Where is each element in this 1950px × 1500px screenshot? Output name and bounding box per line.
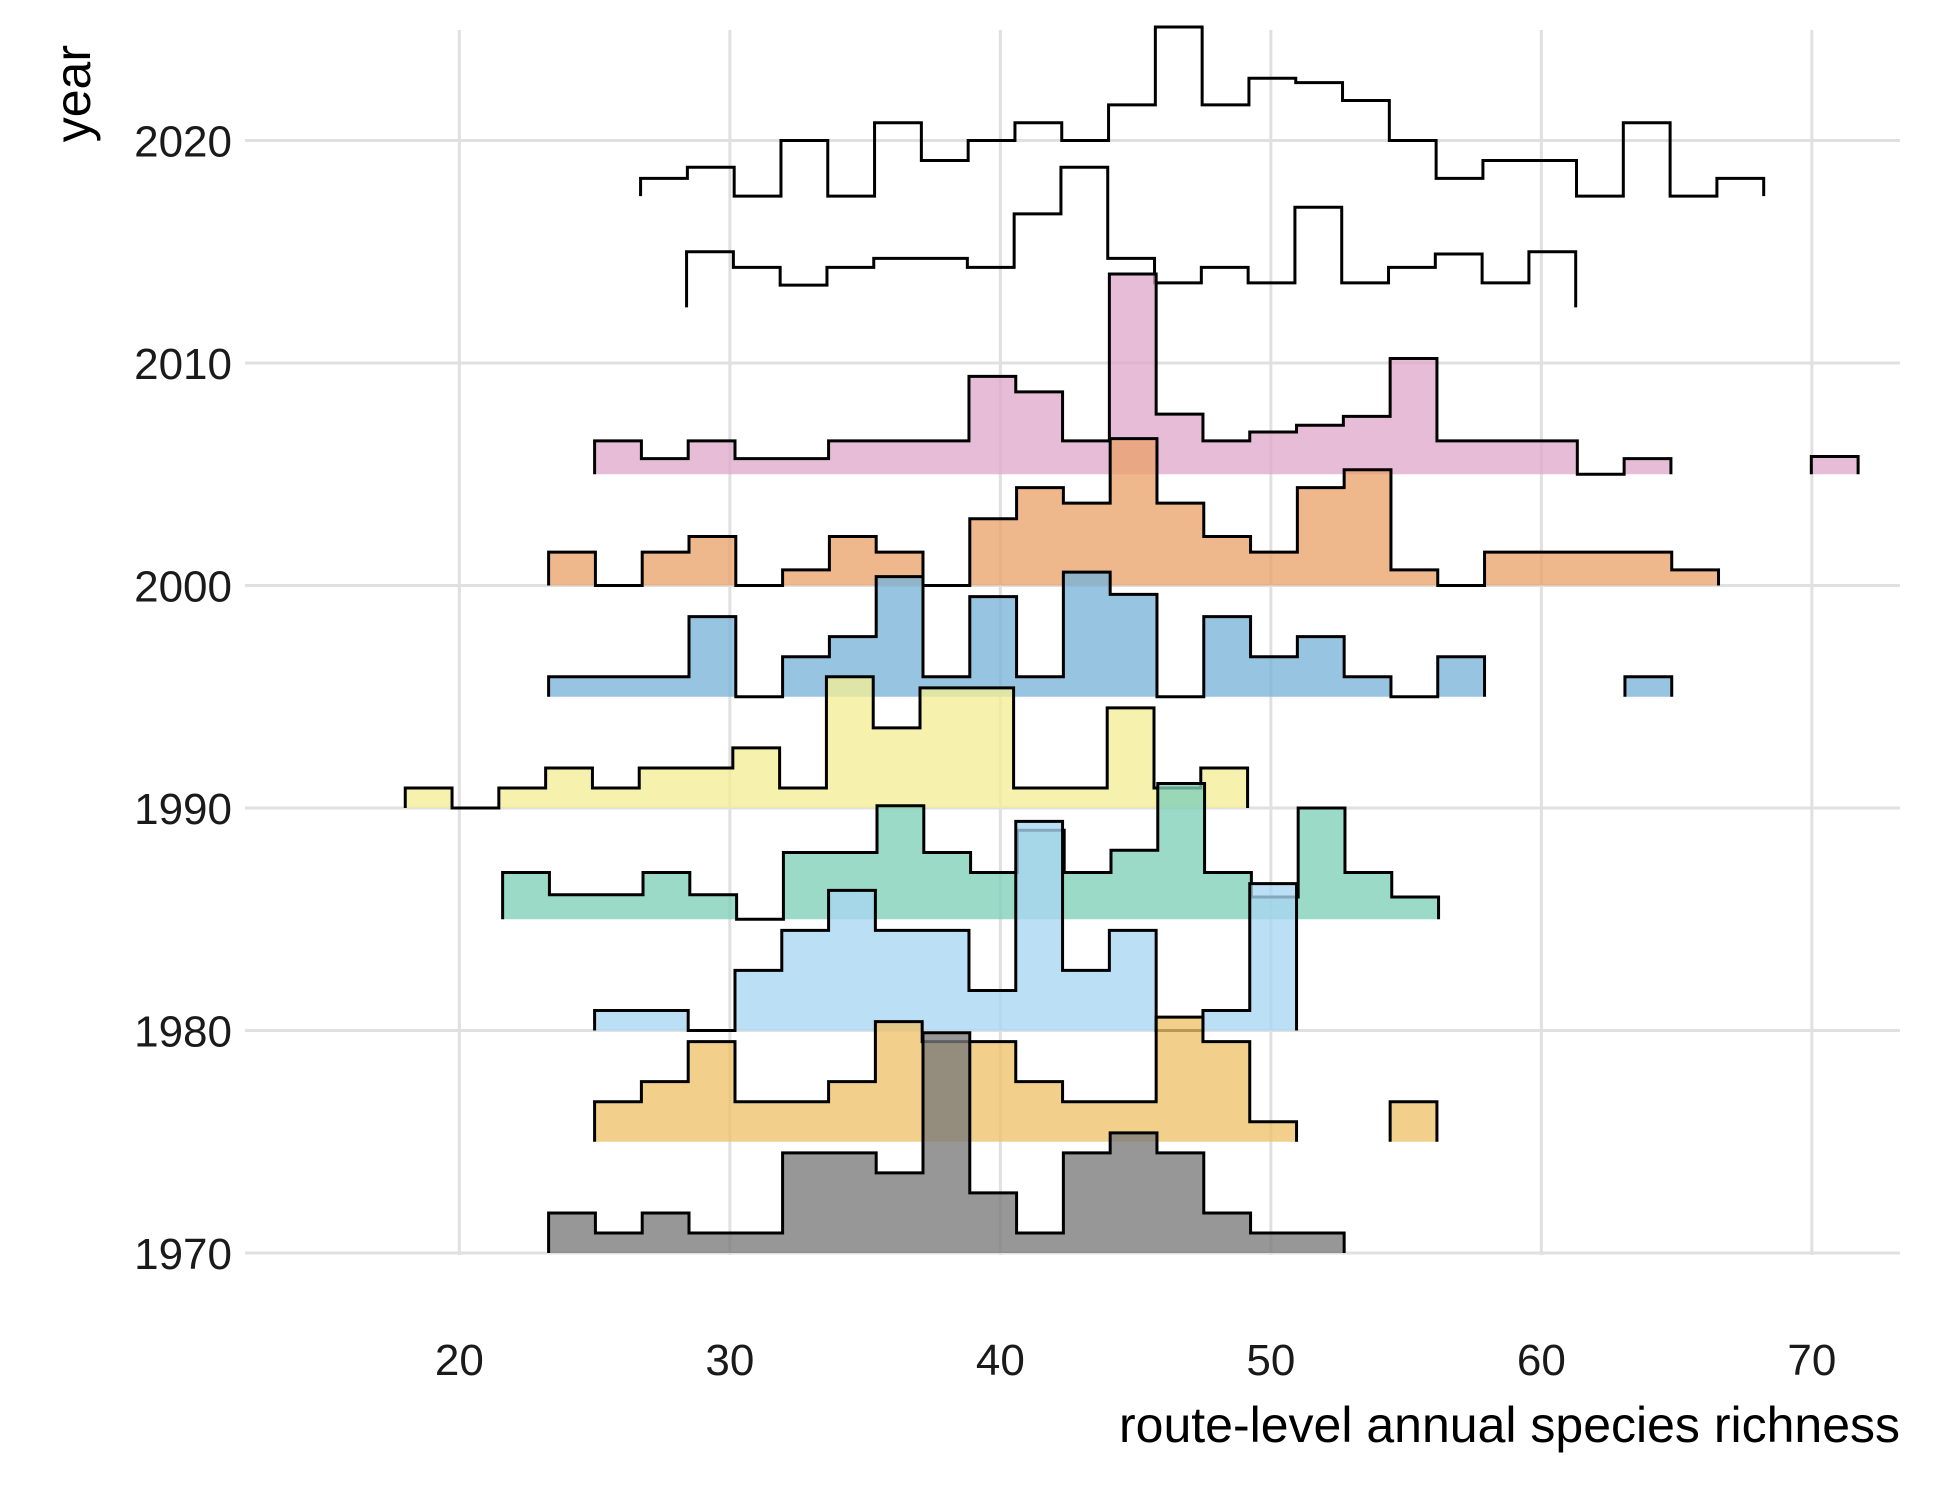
- x-axis-title: route-level annual species richness: [1119, 1397, 1900, 1453]
- x-tick-label: 50: [1246, 1336, 1295, 1385]
- ridge-1995: [547, 570, 1674, 699]
- x-tick-label: 70: [1787, 1336, 1836, 1385]
- ridge-fill: [1811, 456, 1859, 475]
- ridge-1970: [547, 1031, 1346, 1253]
- x-tick-label: 60: [1517, 1336, 1566, 1385]
- y-tick-label: 2000: [134, 563, 232, 612]
- x-tick-label: 20: [435, 1336, 484, 1385]
- ridge-fill: [594, 821, 1297, 1031]
- y-tick-label: 1990: [134, 785, 232, 834]
- ridge-1990: [403, 675, 1250, 810]
- y-axis-title: year: [45, 45, 101, 142]
- ridge-2017-5: [639, 25, 1766, 198]
- x-tick-label: 30: [705, 1336, 754, 1385]
- ridge-outline: [547, 437, 1721, 587]
- ridge-fill: [548, 1032, 1345, 1253]
- y-tick-label: 2020: [134, 118, 232, 167]
- y-tick-label: 1980: [134, 1008, 232, 1057]
- ridge-outline: [547, 570, 1487, 699]
- ridge-outline: [639, 25, 1766, 198]
- ridge-outline: [685, 165, 1578, 308]
- ridge-fill: [548, 438, 1719, 586]
- y-tick-labels: 1970 1980 1990 2000 2010 2020: [134, 118, 232, 1280]
- x-tick-labels: 20 30 40 50 60 70: [435, 1336, 1836, 1385]
- ridge-outline: [501, 782, 1441, 921]
- ridge-outline: [593, 272, 1673, 476]
- ridge-outline: [1809, 454, 1860, 475]
- ridge-2000: [547, 437, 1721, 587]
- ridge-outline: [1623, 675, 1674, 697]
- ridge-1975: [593, 1015, 1439, 1142]
- ridge-2005: [593, 272, 1860, 476]
- ridge-2012-5: [685, 165, 1578, 308]
- ridge-fill: [594, 274, 1671, 475]
- ridge-1985: [501, 782, 1441, 921]
- y-tick-label: 2010: [134, 340, 232, 389]
- x-tick-label: 40: [976, 1336, 1025, 1385]
- ridge-fill: [1624, 676, 1672, 697]
- ridge-outline: [547, 1031, 1346, 1253]
- y-tick-label: 1970: [134, 1230, 232, 1279]
- ridge-outline: [1388, 1100, 1439, 1142]
- ridges: [403, 25, 1860, 1253]
- ridge-fill: [1390, 1101, 1437, 1142]
- ridge-outline: [403, 675, 1250, 810]
